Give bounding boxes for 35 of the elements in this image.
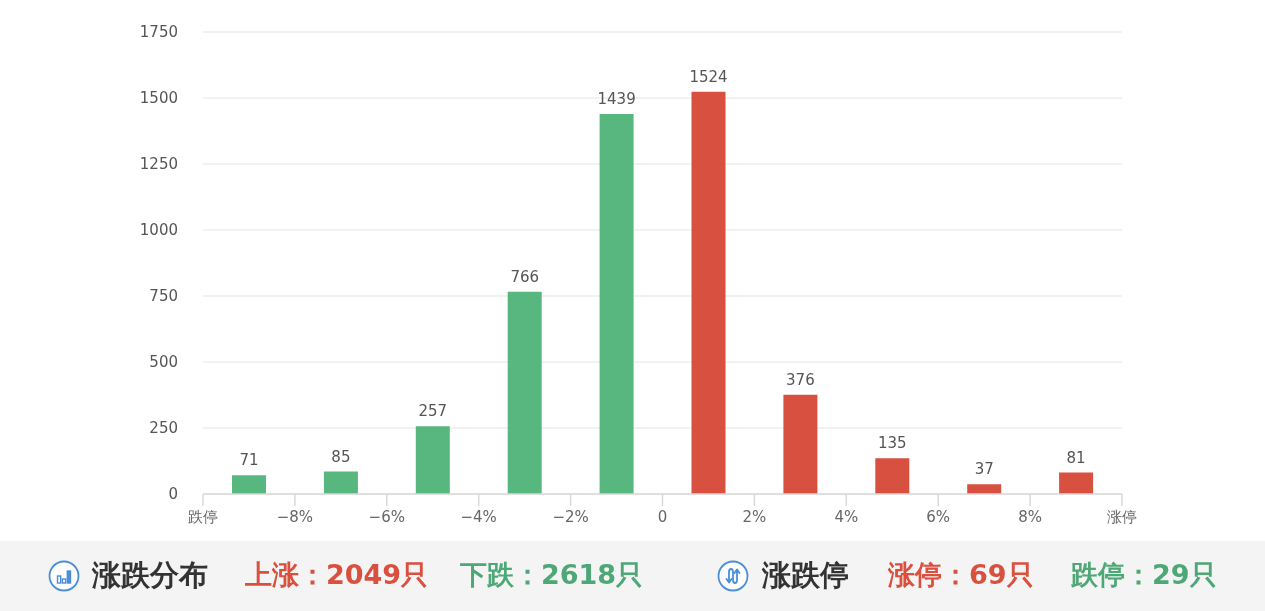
y-tick-label: 250 [149,419,178,438]
text: 跌停：29只 [1071,558,1217,592]
text: 上涨：2049只 [245,558,429,592]
data-label: 135 [877,434,907,453]
x-tick-label: −8% [276,507,314,526]
y-tick-label: 0 [168,485,178,504]
x-tick-label: 0 [657,507,668,526]
text: 涨跌停 [762,557,849,594]
x-tick-label: 2% [742,507,767,526]
y-tick-label: 1500 [139,89,178,108]
data-label: 766 [510,267,540,286]
x-tick-label: 涨停 [1107,507,1137,526]
x-tick-label: −2% [552,507,589,526]
text: 下跌：2618只 [460,558,644,592]
text: 涨跌分布 [92,557,208,594]
data-label: 85 [331,447,351,466]
x-tick-label: 跌停 [188,507,218,526]
data-label: 81 [1066,448,1086,467]
data-label: 257 [418,402,448,421]
data-label: 71 [239,451,259,470]
data-label: 1524 [689,67,728,86]
y-tick-label: 1750 [139,23,178,42]
data-label: 1439 [597,90,636,109]
data-label: 376 [786,370,815,389]
x-tick-label: −6% [368,507,405,526]
x-tick-label: 6% [926,507,951,526]
text: 涨停：69只 [888,558,1034,592]
data-label: 37 [974,460,994,479]
y-tick-label: 1250 [139,155,178,174]
y-tick-label: 500 [149,353,178,372]
y-tick-label: 1000 [139,221,178,240]
y-tick-label: 750 [149,287,178,306]
x-tick-label: −4% [460,507,497,526]
x-tick-label: 4% [834,507,859,526]
x-tick-label: 8% [1018,507,1042,526]
